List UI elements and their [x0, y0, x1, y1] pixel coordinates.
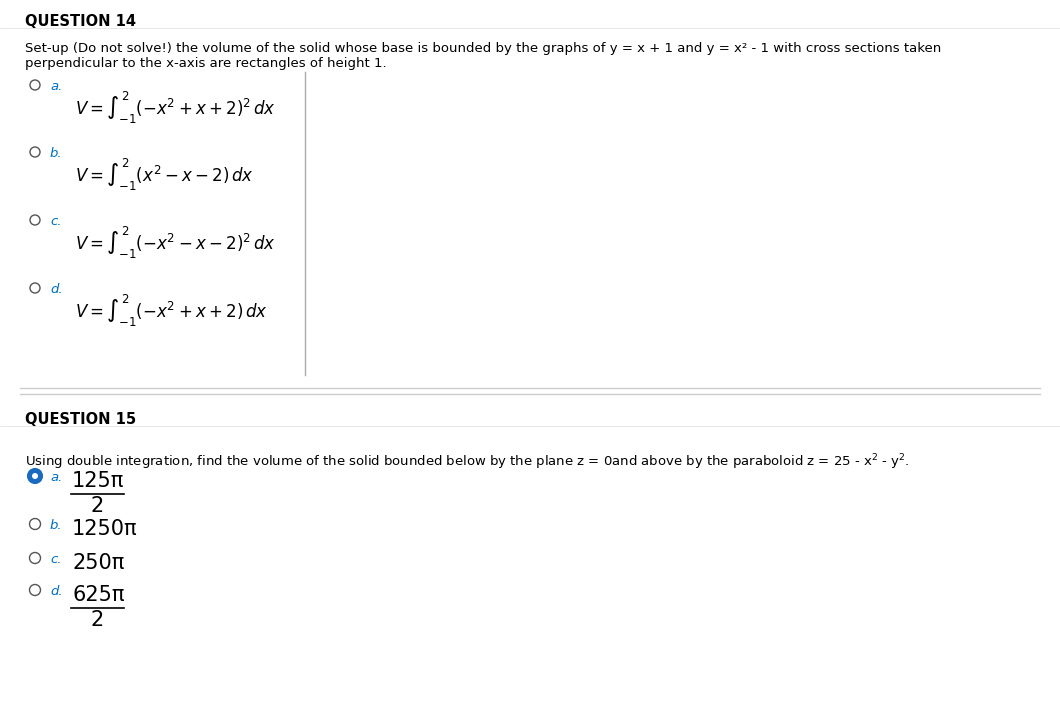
Text: QUESTION 15: QUESTION 15: [25, 412, 136, 427]
Text: d.: d.: [50, 283, 63, 296]
Text: a.: a.: [50, 471, 63, 484]
Text: $V=\int_{-1}^{2}(-x^2+x+2)^2\,dx$: $V=\int_{-1}^{2}(-x^2+x+2)^2\,dx$: [75, 90, 276, 126]
Text: perpendicular to the x-axis are rectangles of height 1.: perpendicular to the x-axis are rectangl…: [25, 57, 387, 70]
Circle shape: [28, 469, 42, 483]
Text: $V=\int_{-1}^{2}(-x^2+x+2)\,dx$: $V=\int_{-1}^{2}(-x^2+x+2)\,dx$: [75, 293, 268, 329]
Text: c.: c.: [50, 553, 61, 566]
Text: 625π: 625π: [72, 585, 124, 605]
Text: d.: d.: [50, 585, 63, 598]
Text: c.: c.: [50, 215, 61, 228]
Text: QUESTION 14: QUESTION 14: [25, 14, 136, 29]
Text: Using double integration, find the volume of the solid bounded below by the plan: Using double integration, find the volum…: [25, 452, 909, 472]
Text: 125π: 125π: [72, 471, 124, 491]
Text: $V=\int_{-1}^{2}(-x^2-x-2)^2\,dx$: $V=\int_{-1}^{2}(-x^2-x-2)^2\,dx$: [75, 225, 276, 261]
Text: 2: 2: [90, 610, 103, 630]
Text: 1250π: 1250π: [72, 519, 138, 539]
Text: Set-up (Do not solve!) the volume of the solid whose base is bounded by the grap: Set-up (Do not solve!) the volume of the…: [25, 42, 941, 55]
Text: 250π: 250π: [72, 553, 124, 573]
Circle shape: [32, 473, 38, 479]
Text: a.: a.: [50, 80, 63, 93]
Text: 2: 2: [90, 496, 103, 516]
Text: $V=\int_{-1}^{2}(x^2-x-2)\,dx$: $V=\int_{-1}^{2}(x^2-x-2)\,dx$: [75, 157, 253, 193]
Text: b.: b.: [50, 519, 63, 532]
Text: b.: b.: [50, 147, 63, 160]
